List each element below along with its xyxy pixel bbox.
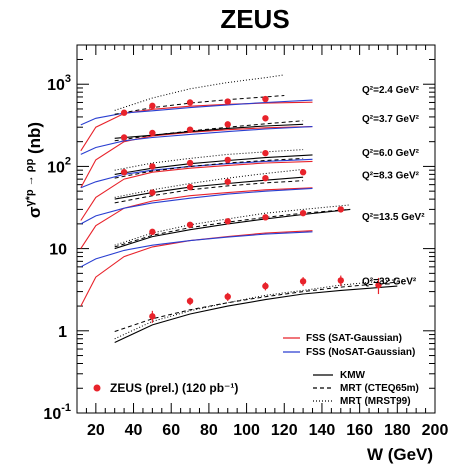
y-axis-label: σγ*p → ρp (nb) xyxy=(24,122,44,218)
data-point xyxy=(149,189,156,196)
x-tick-label: 180 xyxy=(384,422,411,439)
curve-mrt-cteq65m-q2-8_3 xyxy=(114,180,304,204)
legend-kmw: KMW xyxy=(340,370,366,381)
data-point xyxy=(186,221,194,228)
legend-data-marker xyxy=(93,384,101,392)
y-axis-label-text: σγ*p → ρp (nb) xyxy=(24,122,44,218)
data-point xyxy=(186,183,194,191)
x-tick-label: 80 xyxy=(200,422,218,439)
q2-labels: Q²=2.4 GeV² Q²=3.7 GeV² Q²=6.0 GeV² Q²=8.3 … xyxy=(362,85,425,288)
y-tick-label: 1 xyxy=(58,324,67,341)
data-point xyxy=(186,297,194,305)
data-points xyxy=(120,95,382,323)
data-point xyxy=(262,149,269,157)
curve-mrt-cteq65m-q2-6_0 xyxy=(114,157,304,179)
y-tick-label: 102 xyxy=(47,155,71,176)
curve-kmw-q2-32 xyxy=(114,285,398,343)
y-tick-label: 10 xyxy=(49,242,67,259)
data-point xyxy=(149,163,156,170)
curve-fss-nosat-gaussian-q2-8_3 xyxy=(80,187,313,225)
curve-fss-sat-gaussian-q2-8_3 xyxy=(80,187,313,249)
data-point xyxy=(262,95,269,103)
data-point xyxy=(299,169,307,176)
data-point xyxy=(262,214,269,221)
curve-kmw-q2-13_5 xyxy=(114,208,351,250)
curve-mrt-mrst99-q2-32 xyxy=(114,279,398,340)
data-point xyxy=(186,159,194,167)
data-point xyxy=(224,293,231,300)
data-point xyxy=(149,102,156,110)
y-tick-labels: 10-1 1 10 102 103 xyxy=(43,73,71,423)
data-point xyxy=(120,134,128,141)
q2-label: Q²=3.7 GeV² xyxy=(362,114,420,125)
axis-ticks xyxy=(76,44,436,414)
data-point xyxy=(337,277,344,284)
legend-mrt-mrst: MRT (MRST99) xyxy=(340,396,411,407)
x-tick-labels: 20 40 60 80 100 120 140 160 180 200 xyxy=(87,422,449,439)
legend-mrt-cteq: MRT (CTEQ65m) xyxy=(340,383,419,394)
x-tick-label: 140 xyxy=(309,422,336,439)
x-tick-label: 200 xyxy=(422,422,449,439)
data-point xyxy=(224,98,231,105)
x-tick-label: 160 xyxy=(346,422,373,439)
data-point xyxy=(120,169,128,176)
curve-fss-sat-gaussian-q2-13_5 xyxy=(80,230,313,307)
model-curves xyxy=(80,74,398,343)
q2-label: Q²=8.3 GeV² xyxy=(362,170,420,181)
y-tick-label: 10-1 xyxy=(43,402,71,423)
x-tick-label: 20 xyxy=(87,422,105,439)
legend: FSS (SAT-Gaussian) FSS (NoSAT-Gaussian) … xyxy=(93,333,419,407)
x-tick-label: 60 xyxy=(162,422,180,439)
curve-mrt-cteq65m-q2-2_4 xyxy=(114,95,285,115)
data-point xyxy=(149,313,156,320)
data-point xyxy=(299,209,307,217)
legend-data: ZEUS (prel.) (120 pb⁻¹) xyxy=(110,381,238,395)
data-point xyxy=(224,156,231,164)
x-axis-label: W (GeV) xyxy=(367,445,433,464)
curve-mrt-cteq65m-q2-3_7 xyxy=(114,120,304,142)
curve-fss-sat-gaussian-q2-6_0 xyxy=(80,160,313,221)
chart-title: ZEUS xyxy=(220,4,289,34)
data-point xyxy=(262,282,269,290)
curve-mrt-mrst99-q2-2_4 xyxy=(114,74,285,111)
curve-fss-sat-gaussian-q2-3_7 xyxy=(80,126,313,189)
q2-label: Q²=13.5 GeV² xyxy=(362,212,425,223)
curve-kmw-q2-6_0 xyxy=(114,154,313,175)
curve-fss-nosat-gaussian-q2-13_5 xyxy=(80,231,313,268)
curve-mrt-cteq65m-q2-32 xyxy=(114,281,398,332)
curve-kmw-q2-8_3 xyxy=(114,176,304,200)
curve-fss-nosat-gaussian-q2-2_4 xyxy=(80,99,313,126)
curve-fss-nosat-gaussian-q2-3_7 xyxy=(80,126,313,155)
q2-label: Q²=32 GeV² xyxy=(362,276,417,287)
x-tick-label: 100 xyxy=(233,422,260,439)
data-point xyxy=(262,174,269,182)
legend-fss-sat: FSS (SAT-Gaussian) xyxy=(306,333,402,344)
data-point xyxy=(224,178,231,185)
y-tick-label: 103 xyxy=(47,73,71,94)
q2-label: Q²=6.0 GeV² xyxy=(362,148,420,159)
q2-label: Q²=2.4 GeV² xyxy=(362,85,420,96)
data-point xyxy=(299,278,307,285)
curve-fss-sat-gaussian-q2-2_4 xyxy=(80,101,313,152)
data-point xyxy=(186,126,194,133)
data-point xyxy=(186,99,194,106)
curve-mrt-mrst99-q2-13_5 xyxy=(114,204,351,246)
x-tick-label: 40 xyxy=(125,422,143,439)
data-point xyxy=(224,218,231,225)
data-point xyxy=(337,206,344,213)
data-point xyxy=(149,129,156,137)
data-point xyxy=(262,115,269,122)
legend-fss-nosat: FSS (NoSAT-Gaussian) xyxy=(306,347,415,358)
curve-mrt-mrst99-q2-8_3 xyxy=(114,168,304,198)
data-point xyxy=(149,228,156,236)
x-tick-label: 120 xyxy=(271,422,298,439)
data-point xyxy=(375,281,382,289)
data-point xyxy=(224,121,231,128)
data-point xyxy=(120,109,128,116)
curve-mrt-cteq65m-q2-13_5 xyxy=(114,208,351,248)
